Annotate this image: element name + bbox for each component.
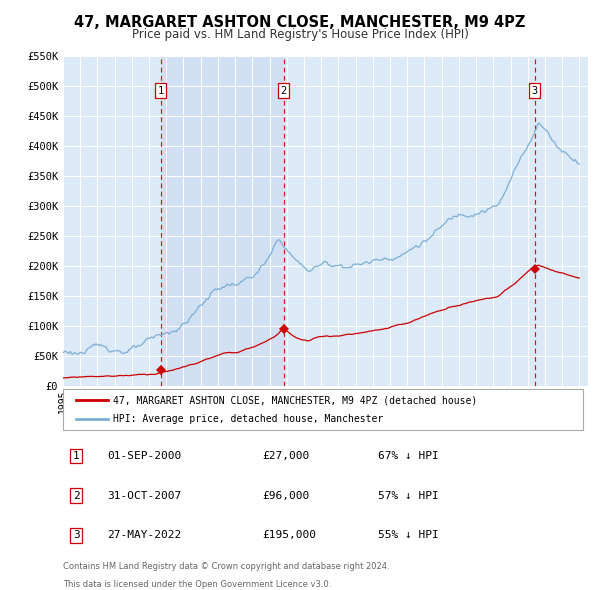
Text: 3: 3 [73, 530, 79, 540]
Text: 55% ↓ HPI: 55% ↓ HPI [378, 530, 439, 540]
Text: This data is licensed under the Open Government Licence v3.0.: This data is licensed under the Open Gov… [63, 579, 331, 589]
Text: 2: 2 [281, 86, 287, 96]
Text: 1: 1 [73, 451, 79, 461]
Text: £195,000: £195,000 [263, 530, 317, 540]
Text: 47, MARGARET ASHTON CLOSE, MANCHESTER, M9 4PZ: 47, MARGARET ASHTON CLOSE, MANCHESTER, M… [74, 15, 526, 30]
Text: 3: 3 [532, 86, 538, 96]
Text: 67% ↓ HPI: 67% ↓ HPI [378, 451, 439, 461]
Text: 2: 2 [73, 491, 79, 500]
Text: 31-OCT-2007: 31-OCT-2007 [107, 491, 182, 500]
FancyBboxPatch shape [63, 389, 583, 430]
Text: Price paid vs. HM Land Registry's House Price Index (HPI): Price paid vs. HM Land Registry's House … [131, 28, 469, 41]
Text: 27-MAY-2022: 27-MAY-2022 [107, 530, 182, 540]
Text: £96,000: £96,000 [263, 491, 310, 500]
Text: £27,000: £27,000 [263, 451, 310, 461]
Text: Contains HM Land Registry data © Crown copyright and database right 2024.: Contains HM Land Registry data © Crown c… [63, 562, 389, 571]
Text: 57% ↓ HPI: 57% ↓ HPI [378, 491, 439, 500]
Bar [161, 56, 284, 386]
Text: 1: 1 [157, 86, 164, 96]
Text: 01-SEP-2000: 01-SEP-2000 [107, 451, 182, 461]
Text: HPI: Average price, detached house, Manchester: HPI: Average price, detached house, Manc… [113, 414, 383, 424]
Text: 47, MARGARET ASHTON CLOSE, MANCHESTER, M9 4PZ (detached house): 47, MARGARET ASHTON CLOSE, MANCHESTER, M… [113, 395, 477, 405]
